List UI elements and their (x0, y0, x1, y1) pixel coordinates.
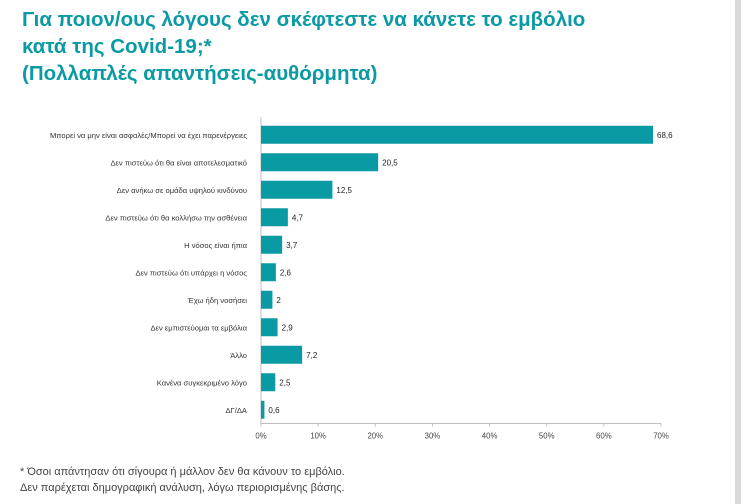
category-label: Δεν πιστεύω ότι θα κολλήσω την ασθένεια (105, 213, 247, 222)
x-tick-label: 20% (367, 432, 383, 441)
value-label: 4,7 (292, 213, 304, 222)
category-label: Η νόσος είναι ήπια (184, 241, 247, 250)
x-tick-label: 70% (653, 432, 669, 441)
bar (261, 125, 653, 144)
category-label: Δεν ανήκω σε ομάδα υψηλού κινδύνου (117, 186, 247, 195)
footnote: * Όσοι απάντησαν ότι σίγουρα ή μάλλον δε… (20, 464, 345, 496)
category-label: Δεν πιστεύω ότι υπάρχει η νόσος (135, 268, 247, 277)
value-label: 2,9 (282, 323, 294, 332)
bar (261, 400, 265, 419)
value-label: 2 (276, 296, 281, 305)
value-label: 12,5 (336, 186, 352, 195)
value-label: 68,6 (657, 131, 673, 140)
bar (261, 318, 278, 337)
chart-title-line-1: Για ποιον/ους λόγους δεν σκέφτεστε να κά… (22, 8, 586, 31)
category-label: Κανένα συγκεκριμένο λόγο (157, 378, 247, 387)
value-label: 0,6 (268, 406, 280, 415)
bar (261, 180, 333, 199)
x-tick-label: 0% (255, 432, 266, 441)
chart-title: Για ποιον/ους λόγους δεν σκέφτεστε να κά… (22, 6, 722, 87)
value-label: 2,6 (280, 268, 292, 277)
value-label: 3,7 (286, 241, 298, 250)
bar (261, 345, 303, 364)
x-tick-label: 10% (310, 432, 326, 441)
footnote-line-1: * Όσοι απάντησαν ότι σίγουρα ή μάλλον δε… (20, 466, 345, 478)
category-label: Μπορεί να μην είναι ασφαλές/Μπορεί να έχ… (50, 131, 247, 140)
category-label: Άλλο (230, 351, 247, 360)
bar (261, 153, 379, 172)
value-label: 7,2 (306, 351, 318, 360)
bar (261, 290, 273, 309)
bar (261, 373, 276, 392)
bar (261, 235, 283, 254)
chart-title-line-3: (Πολλαπλές απαντήσεις-αυθόρμητα) (22, 62, 378, 85)
category-label: ΔΓ/ΔΑ (225, 406, 247, 415)
x-tick-label: 60% (596, 432, 612, 441)
bar (261, 263, 276, 282)
x-tick-label: 40% (482, 432, 498, 441)
x-tick-label: 50% (539, 432, 555, 441)
category-label: Έχω ήδη νοσήσει (187, 296, 248, 305)
right-edge-strip (735, 0, 741, 504)
footnote-line-2: Δεν παρέχεται δημογραφική ανάλυση, λόγω … (20, 482, 345, 494)
bar (261, 208, 288, 227)
x-tick-label: 30% (425, 432, 441, 441)
value-label: 2,5 (279, 378, 291, 387)
value-label: 20,5 (382, 158, 398, 167)
category-label: Δεν εμπιστεύομαι τα εμβόλια (150, 323, 247, 332)
category-label: Δεν πιστεύω ότι θα είναι αποτελεσματικό (110, 158, 247, 167)
chart-title-line-2: κατά της Covid-19;* (22, 35, 212, 58)
